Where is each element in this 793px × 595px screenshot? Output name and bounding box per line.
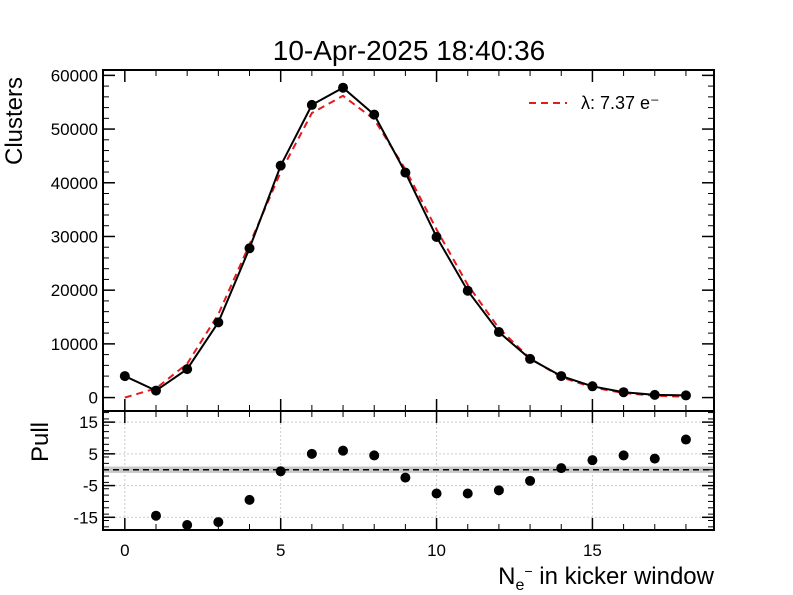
top-axis-ticks: 0 10000 20000 30000 40000 50000 60000 [51, 66, 714, 411]
bottom-x-tick-label-0: 0 [120, 541, 129, 560]
pull-point-17 [680, 434, 691, 445]
data-point-16 [618, 387, 629, 398]
x-axis-label-sup: − [524, 563, 532, 579]
top-y-tick-label-2: 20000 [51, 281, 98, 300]
data-point-12 [493, 327, 504, 338]
pull-point-8 [400, 472, 411, 483]
pull-point-1 [182, 520, 193, 530]
x-axis-label-rest: in kicker window [533, 563, 715, 590]
data-point-10 [431, 232, 442, 243]
pull-point-11 [493, 485, 504, 496]
top-y-tick-label-0: 0 [89, 389, 98, 408]
data-point-4 [244, 243, 255, 254]
data-point-5 [275, 160, 286, 171]
pull-point-3 [244, 494, 255, 505]
x-axis-label-main: N [498, 563, 515, 590]
pull-point-15 [618, 450, 629, 461]
bottom-x-tick-label-1: 5 [276, 541, 285, 560]
pull-point-0 [150, 510, 161, 521]
bottom-y-tick-label-0: -15 [73, 508, 98, 527]
fit-line [124, 94, 686, 399]
data-point-15 [587, 381, 598, 392]
bottom-panel-frame [102, 410, 715, 531]
legend-label-fit: λ: 7.37 e⁻ [581, 93, 660, 113]
top-y-tick-label-5: 50000 [51, 120, 98, 139]
data-point-1 [150, 385, 161, 396]
bottom-y-tick-label-3: 15 [79, 413, 98, 432]
top-y-tick-label-6: 60000 [51, 66, 98, 85]
bottom-y-tick-label-1: -5 [83, 477, 98, 496]
data-point-3 [213, 317, 224, 328]
data-point-17 [649, 389, 660, 400]
data-point-7 [338, 82, 349, 93]
x-axis-label: Ne− in kicker window [498, 563, 715, 594]
top-panel-frame [102, 69, 715, 412]
pull-point-16 [649, 453, 660, 464]
top-panel: 0 10000 20000 30000 40000 50000 60000 λ: 7.37 … [51, 66, 715, 412]
top-y-tick-label-3: 30000 [51, 227, 98, 246]
chart-title: 10-Apr-2025 18:40:36 [273, 35, 545, 66]
pull-point-13 [556, 463, 567, 474]
y-axis-label-clusters: Clusters [1, 77, 28, 165]
pull-point-9 [431, 488, 442, 499]
pull-point-6 [338, 445, 349, 456]
data-point-14 [556, 371, 567, 382]
data-line [124, 86, 686, 397]
pull-point-12 [525, 475, 536, 486]
pull-point-10 [462, 488, 473, 499]
top-y-tick-label-1: 10000 [51, 335, 98, 354]
pull-point-2 [213, 517, 224, 528]
pull-point-14 [587, 455, 598, 466]
bottom-y-tick-label-2: 5 [89, 445, 98, 464]
data-point-8 [369, 109, 380, 120]
bottom-series [150, 434, 691, 530]
bottom-grid [103, 411, 714, 530]
data-point-13 [525, 353, 536, 364]
legend: λ: 7.37 e⁻ [529, 93, 660, 113]
x-axis-label-sub: e [516, 577, 525, 594]
y-axis-label-pull: Pull [27, 422, 54, 462]
bottom-x-tick-label-2: 10 [427, 541, 446, 560]
data-point-2 [182, 364, 193, 375]
bottom-axis-ticks: -15 -5 5 15 0 5 10 15 [73, 411, 714, 560]
bottom-panel: -15 -5 5 15 0 5 10 15 [73, 410, 715, 560]
data-point-6 [306, 99, 317, 110]
data-point-0 [119, 371, 130, 382]
top-y-tick-label-4: 40000 [51, 174, 98, 193]
data-point-11 [462, 285, 473, 296]
pull-point-4 [275, 466, 286, 477]
data-point-9 [400, 167, 411, 178]
data-point-18 [680, 390, 691, 401]
bottom-x-tick-label-3: 15 [583, 541, 602, 560]
pull-point-7 [369, 450, 380, 461]
pull-point-5 [306, 448, 317, 459]
top-series [119, 82, 691, 401]
